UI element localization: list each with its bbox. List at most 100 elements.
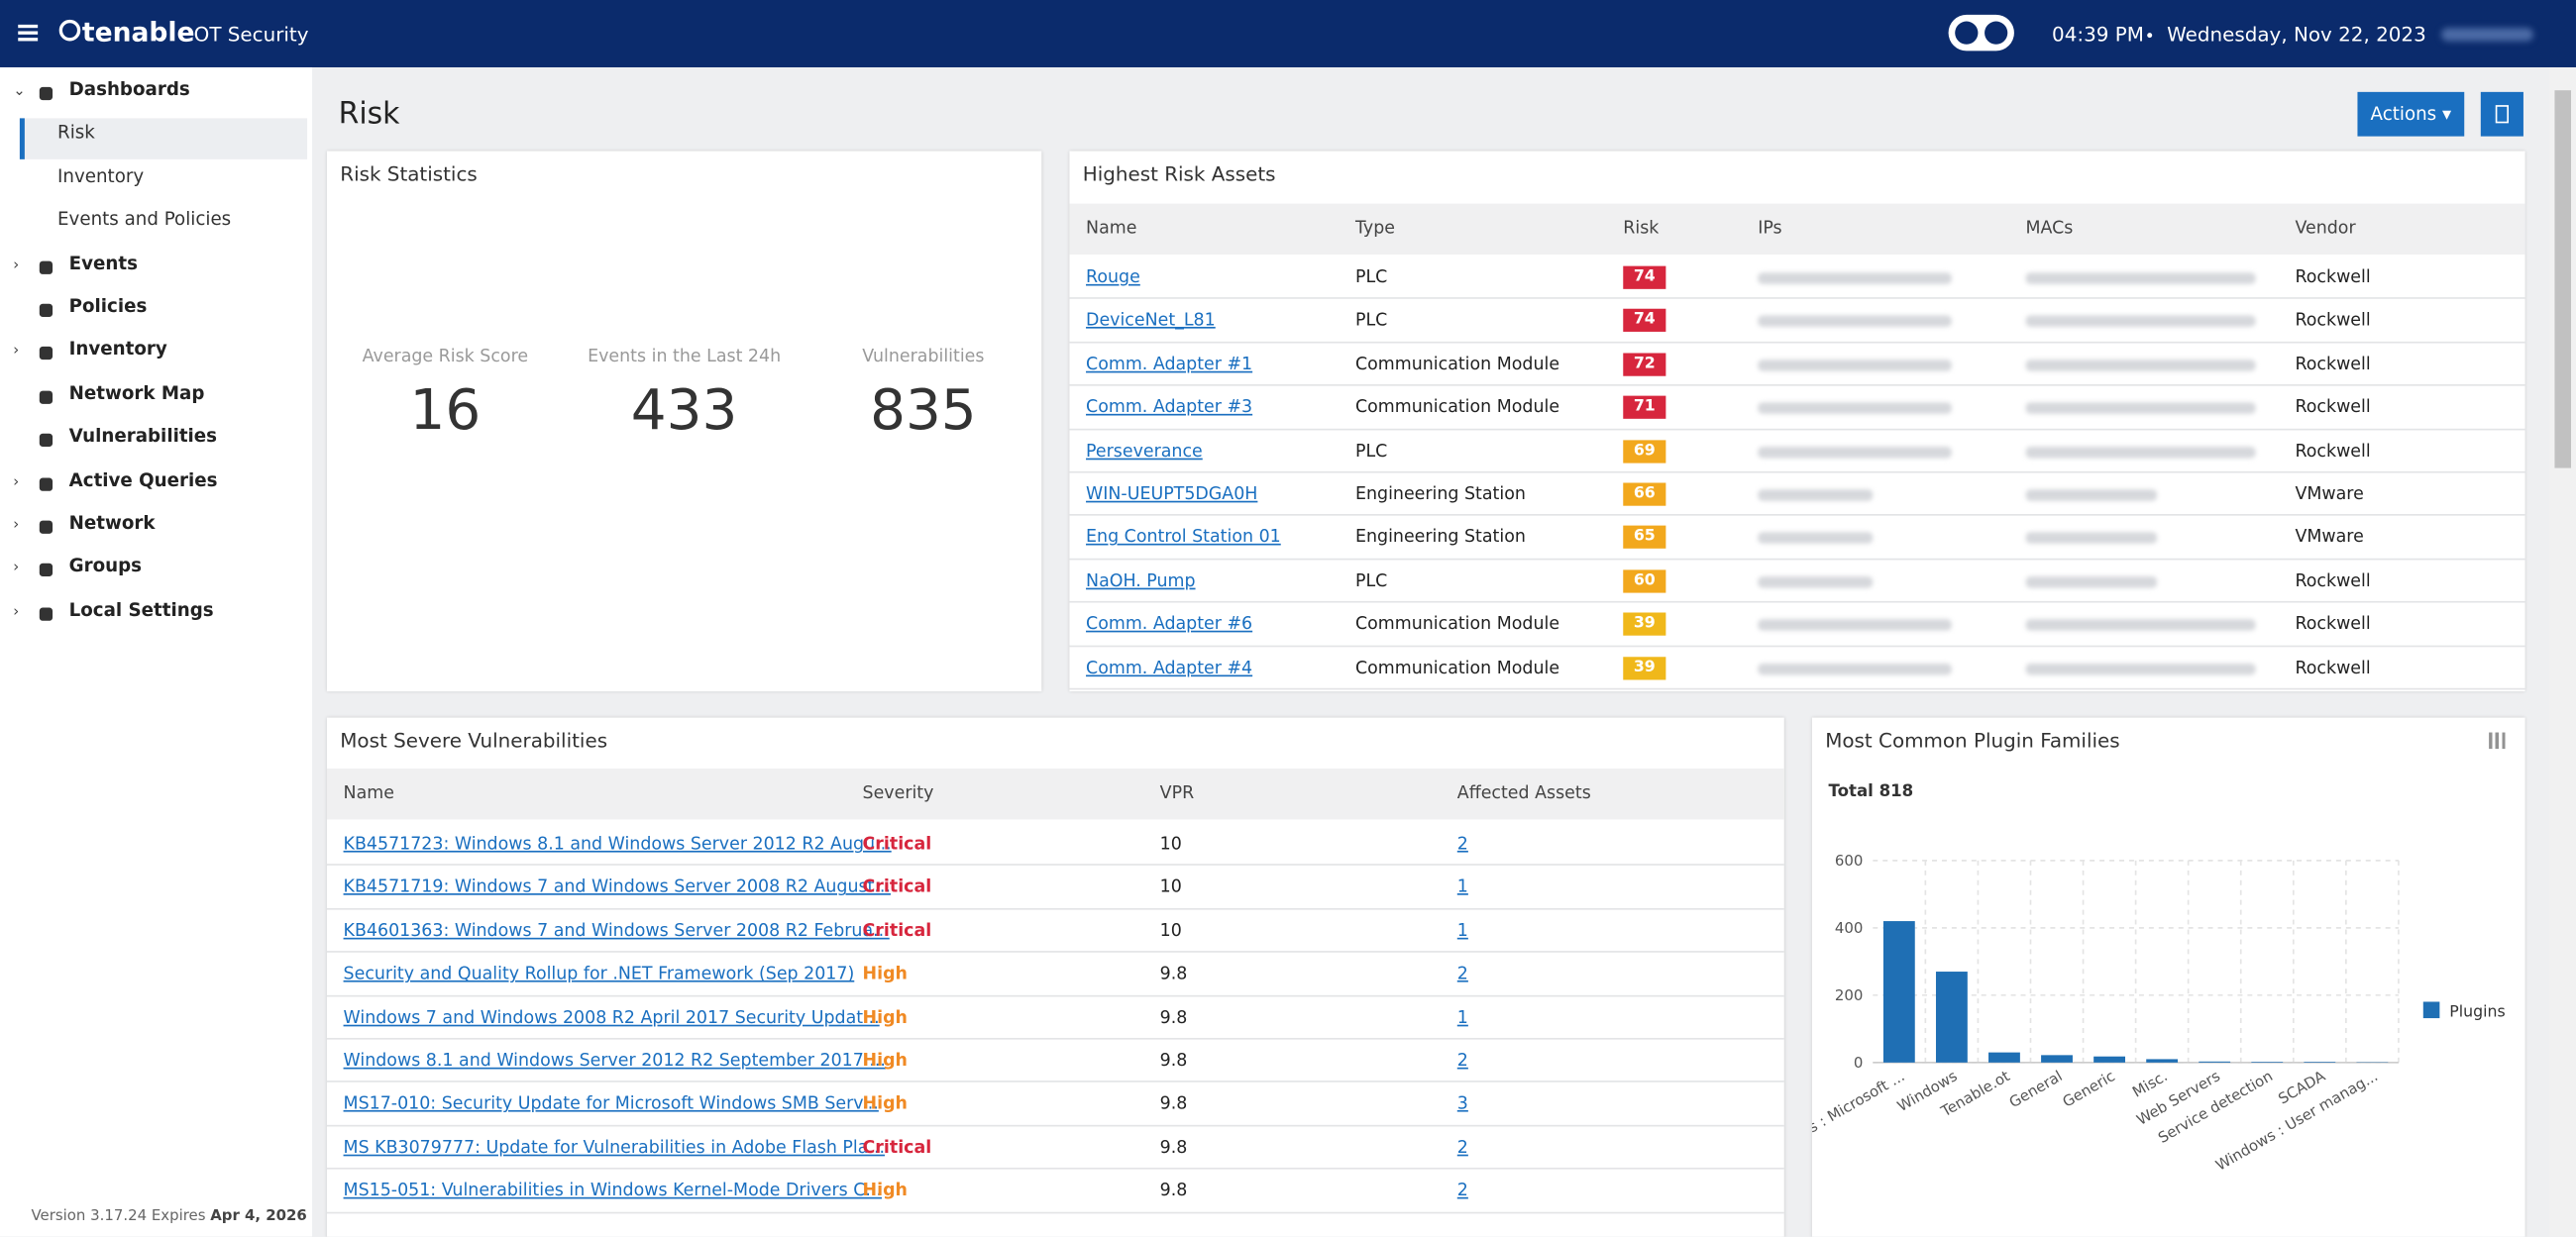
table-header: [326, 769, 1784, 820]
vendor: Rockwell: [2295, 397, 2371, 418]
nav-subitem[interactable]: Risk: [57, 122, 95, 144]
vulnerability-link[interactable]: MS KB3079777: Update for Vulnerabilities…: [343, 1137, 886, 1158]
asset-type: PLC: [1354, 570, 1388, 591]
vendor: VMware: [2295, 484, 2364, 505]
panel-title: Highest Risk Assets: [1082, 162, 1276, 186]
nav-item[interactable]: Inventory: [68, 339, 167, 361]
vulnerability-link[interactable]: Windows 7 and Windows 2008 R2 April 2017…: [343, 1007, 880, 1028]
nav-item[interactable]: Policies: [68, 295, 148, 318]
vulnerability-link[interactable]: Security and Quality Rollup for .NET Fra…: [343, 964, 855, 984]
grid-icon[interactable]: [2489, 732, 2506, 750]
column-header: Name: [343, 782, 394, 803]
asset-link[interactable]: NaOH. Pump: [1086, 570, 1196, 591]
bar: [2093, 1056, 2125, 1063]
y-tick-label: 0: [1854, 1054, 1863, 1072]
affected-assets-link[interactable]: 1: [1456, 920, 1468, 941]
asset-link[interactable]: Comm. Adapter #4: [1086, 658, 1253, 678]
scrollbar[interactable]: [2549, 66, 2576, 1237]
nav-icon: [39, 434, 54, 448]
bar: [2199, 1061, 2231, 1063]
stat-value: 835: [870, 377, 977, 444]
nav-item[interactable]: Network: [68, 512, 156, 534]
expand-arrow[interactable]: ⌄: [13, 83, 26, 101]
vulnerability-link[interactable]: KB4571719: Windows 7 and Windows Server …: [343, 877, 891, 898]
brand: tenable: [81, 16, 195, 49]
export-button[interactable]: [2480, 91, 2523, 137]
risk-badge: 60: [1623, 569, 1666, 593]
asset-type: PLC: [1354, 441, 1388, 462]
expand-arrow[interactable]: ›: [13, 517, 20, 534]
severity: Critical: [862, 877, 932, 898]
risk-badge: 69: [1623, 439, 1666, 463]
asset-link[interactable]: Eng Control Station 01: [1086, 527, 1281, 548]
nav-item[interactable]: Vulnerabilities: [68, 425, 218, 448]
ip-blurred: [1758, 619, 1952, 632]
nav-item[interactable]: Active Queries: [68, 468, 218, 491]
affected-assets-link[interactable]: 1: [1456, 1007, 1468, 1028]
mac-blurred: [2025, 489, 2158, 501]
asset-link[interactable]: Comm. Adapter #6: [1086, 614, 1253, 635]
expand-arrow[interactable]: ›: [13, 344, 20, 361]
bar: [1935, 972, 1968, 1063]
asset-link[interactable]: Rouge: [1086, 267, 1140, 288]
stat-value: 433: [630, 377, 738, 444]
asset-type: Communication Module: [1354, 614, 1560, 635]
menu-icon[interactable]: [18, 24, 39, 42]
affected-assets-link[interactable]: 3: [1456, 1093, 1468, 1114]
column-header: Vendor: [2295, 218, 2356, 239]
vulnerability-link[interactable]: Windows 8.1 and Windows Server 2012 R2 S…: [343, 1051, 886, 1072]
expand-arrow[interactable]: ›: [13, 257, 20, 274]
asset-link[interactable]: DeviceNet_L81: [1086, 311, 1216, 331]
row-divider: [1069, 601, 2525, 603]
row-divider: [326, 1081, 1784, 1083]
expand-arrow[interactable]: ›: [13, 473, 20, 491]
vendor: Rockwell: [2295, 311, 2371, 331]
vulnerability-link[interactable]: KB4571723: Windows 8.1 and Windows Serve…: [343, 834, 892, 855]
expand-arrow[interactable]: ›: [13, 603, 20, 621]
risk-statistics-panel: Risk Statistics Average Risk Score 16 Event…: [326, 151, 1042, 692]
nav-item[interactable]: Events: [68, 252, 138, 274]
nav-icon: [39, 476, 54, 491]
vulnerability-link[interactable]: MS15-051: Vulnerabilities in Windows Ker…: [343, 1181, 882, 1201]
affected-assets-link[interactable]: 1: [1456, 877, 1468, 898]
nav-item[interactable]: Dashboards: [68, 78, 190, 101]
asset-link[interactable]: Comm. Adapter #1: [1086, 354, 1253, 374]
nav-item[interactable]: Groups: [68, 556, 143, 577]
clock: 04:39 PM: [2052, 23, 2144, 47]
expand-arrow[interactable]: ›: [13, 561, 20, 577]
affected-assets-link[interactable]: 2: [1456, 1181, 1468, 1201]
nav-item[interactable]: Local Settings: [68, 598, 214, 621]
actions-button[interactable]: Actions ▾: [2357, 91, 2465, 137]
asset-link[interactable]: Comm. Adapter #3: [1086, 397, 1253, 418]
affected-assets-link[interactable]: 2: [1456, 1051, 1468, 1072]
column-header: VPR: [1159, 782, 1195, 803]
nav-icon: [39, 607, 54, 621]
affected-assets-link[interactable]: 2: [1456, 964, 1468, 984]
affected-assets-link[interactable]: 2: [1456, 834, 1468, 855]
row-divider: [1069, 514, 2525, 517]
severity: Critical: [862, 834, 932, 855]
mac-blurred: [2025, 402, 2256, 415]
vulnerability-link[interactable]: KB4601363: Windows 7 and Windows Server …: [343, 920, 890, 941]
user-blurred[interactable]: [2441, 28, 2533, 42]
nav-subitem[interactable]: Events and Policies: [57, 208, 232, 231]
nav-subitem[interactable]: Inventory: [57, 165, 145, 187]
vulnerability-link[interactable]: MS17-010: Security Update for Microsoft …: [343, 1093, 879, 1114]
affected-assets-link[interactable]: 2: [1456, 1137, 1468, 1158]
ip-blurred: [1758, 489, 1874, 501]
severity: High: [862, 964, 908, 984]
legend-swatch: [2422, 1001, 2440, 1019]
asset-link[interactable]: Perseverance: [1086, 441, 1203, 462]
risk-badge: 39: [1623, 656, 1666, 679]
row-divider: [1069, 297, 2525, 300]
theme-toggle[interactable]: [1948, 14, 2014, 52]
risk-badge: 65: [1623, 526, 1666, 550]
severity: High: [862, 1007, 908, 1028]
nav-item[interactable]: Network Map: [68, 382, 205, 404]
vendor: VMware: [2295, 527, 2364, 548]
risk-badge: 72: [1623, 353, 1666, 376]
asset-link[interactable]: WIN-UEUPT5DGA0H: [1086, 484, 1258, 505]
panel-title: Most Common Plugin Families: [1825, 729, 2120, 753]
